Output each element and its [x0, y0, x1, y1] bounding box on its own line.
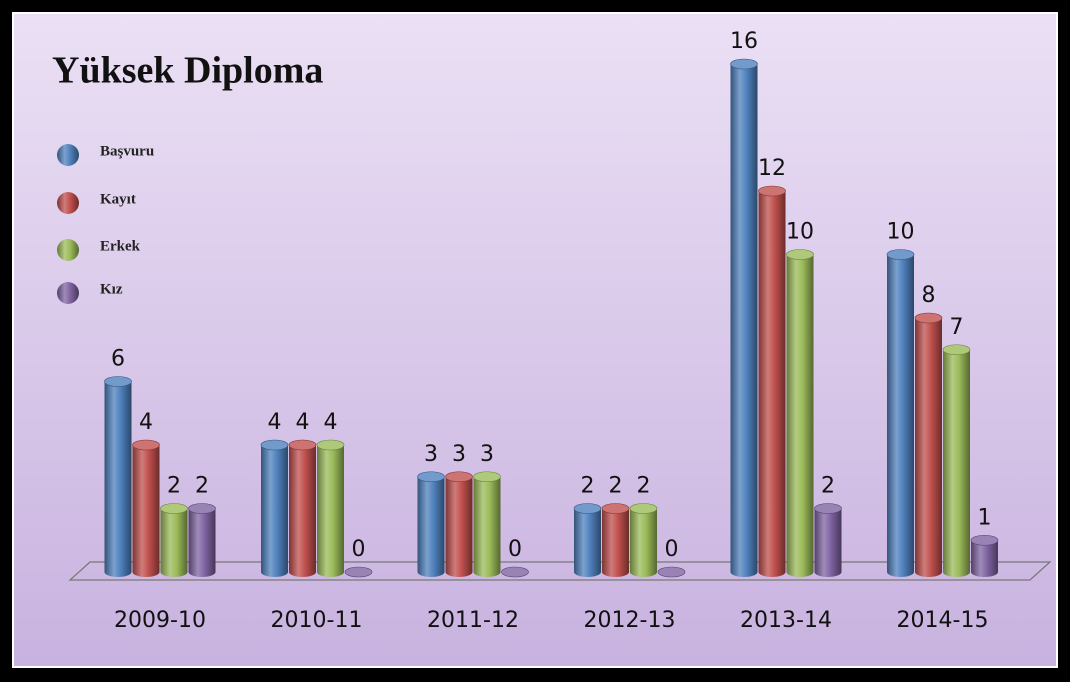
bar-top	[601, 503, 630, 514]
bar-top	[730, 58, 758, 70]
bar	[132, 440, 160, 577]
bar	[289, 440, 316, 577]
bar-top	[188, 503, 216, 514]
bar-top	[473, 471, 501, 483]
bar-top	[573, 503, 602, 514]
data-label: 2	[609, 474, 623, 499]
data-label: 3	[452, 442, 466, 467]
data-label: 3	[480, 442, 494, 467]
data-label: 0	[352, 537, 366, 562]
legend-swatch	[57, 282, 79, 304]
data-label: 2	[637, 474, 651, 499]
bar-top	[657, 566, 686, 578]
legend-swatch	[57, 144, 79, 166]
data-label: 8	[922, 283, 936, 308]
legend-label: Erkek	[100, 238, 141, 254]
legend-swatch	[57, 239, 79, 261]
bar	[417, 471, 445, 577]
data-label: 7	[950, 315, 964, 340]
bar-top	[942, 344, 971, 356]
legend-swatch	[57, 192, 79, 214]
bar-top	[914, 312, 943, 324]
bar	[602, 503, 629, 577]
bar-top	[758, 185, 786, 197]
data-label: 2	[821, 474, 835, 499]
bar-top	[445, 471, 473, 483]
x-tick-label: 2014-15	[897, 608, 989, 633]
data-label: 6	[111, 347, 125, 372]
bar-top	[104, 376, 132, 387]
bar-top	[316, 439, 345, 451]
bar-top	[629, 503, 658, 514]
bar-top	[786, 249, 814, 260]
x-tick-label: 2012-13	[584, 608, 676, 633]
data-label: 4	[296, 410, 310, 435]
x-tick-label: 2009-10	[114, 608, 206, 633]
bar-top	[132, 439, 160, 451]
bar-top	[970, 534, 999, 546]
bar	[814, 503, 842, 577]
x-tick-label: 2013-14	[740, 608, 832, 633]
bar-top	[260, 439, 289, 451]
chart-title: Yüksek Diploma	[52, 50, 323, 92]
legend-label: Kayıt	[100, 191, 136, 207]
bar-top	[886, 249, 915, 260]
data-label: 1	[978, 505, 992, 530]
bar-top	[288, 439, 317, 451]
bar	[574, 503, 601, 577]
bar-top	[814, 503, 842, 514]
bar-top	[160, 503, 188, 514]
bar-top	[344, 566, 373, 578]
x-tick-label: 2011-12	[427, 608, 519, 633]
bar	[261, 440, 288, 577]
legend-label: Kız	[100, 281, 123, 297]
bar	[160, 503, 188, 577]
bar	[104, 376, 132, 577]
data-label: 2	[167, 474, 181, 499]
floor	[68, 561, 1052, 581]
bar-top	[417, 471, 445, 483]
bar	[786, 249, 814, 577]
bar	[943, 344, 970, 577]
bar	[188, 503, 216, 577]
data-label: 4	[324, 410, 338, 435]
bar	[473, 471, 501, 577]
data-label: 2	[195, 474, 209, 499]
bar	[971, 535, 998, 577]
bar	[915, 313, 942, 577]
data-label: 10	[887, 220, 915, 245]
data-label: 16	[730, 29, 758, 54]
bar	[758, 186, 786, 577]
data-label: 3	[424, 442, 438, 467]
data-label: 12	[758, 156, 786, 181]
data-label: 4	[139, 410, 153, 435]
bar-top	[501, 566, 529, 578]
bar	[887, 249, 914, 577]
x-tick-label: 2010-11	[271, 608, 363, 633]
data-label: 4	[268, 410, 282, 435]
data-label: 0	[665, 537, 679, 562]
legend-label: Başvuru	[100, 143, 154, 159]
data-label: 2	[581, 474, 595, 499]
bar	[445, 471, 473, 577]
data-label: 10	[786, 220, 814, 245]
data-label: 0	[508, 537, 522, 562]
bar	[317, 440, 344, 577]
bar	[730, 59, 758, 577]
bar	[630, 503, 657, 577]
